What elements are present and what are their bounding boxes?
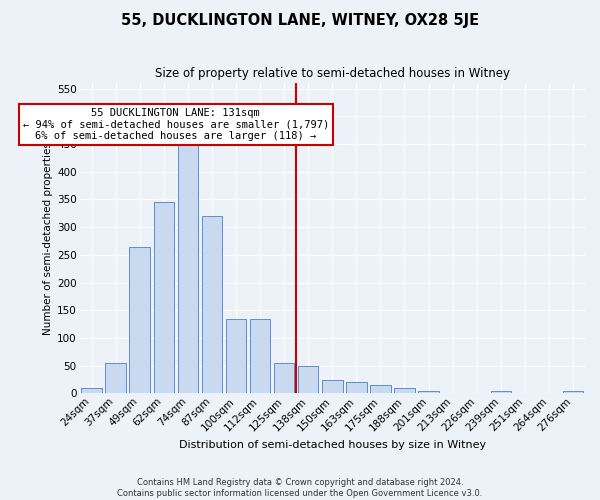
X-axis label: Distribution of semi-detached houses by size in Witney: Distribution of semi-detached houses by … bbox=[179, 440, 486, 450]
Bar bbox=[298, 366, 319, 394]
Y-axis label: Number of semi-detached properties: Number of semi-detached properties bbox=[43, 142, 53, 334]
Text: Contains HM Land Registry data © Crown copyright and database right 2024.
Contai: Contains HM Land Registry data © Crown c… bbox=[118, 478, 482, 498]
Title: Size of property relative to semi-detached houses in Witney: Size of property relative to semi-detach… bbox=[155, 68, 510, 80]
Bar bbox=[274, 363, 295, 394]
Bar bbox=[178, 138, 198, 394]
Bar bbox=[563, 390, 583, 394]
Bar bbox=[346, 382, 367, 394]
Bar bbox=[418, 390, 439, 394]
Bar bbox=[226, 318, 246, 394]
Bar bbox=[394, 388, 415, 394]
Text: 55, DUCKLINGTON LANE, WITNEY, OX28 5JE: 55, DUCKLINGTON LANE, WITNEY, OX28 5JE bbox=[121, 12, 479, 28]
Bar bbox=[154, 202, 174, 394]
Text: 55 DUCKLINGTON LANE: 131sqm
← 94% of semi-detached houses are smaller (1,797)
6%: 55 DUCKLINGTON LANE: 131sqm ← 94% of sem… bbox=[23, 108, 329, 141]
Bar bbox=[370, 385, 391, 394]
Bar bbox=[322, 380, 343, 394]
Bar bbox=[106, 363, 126, 394]
Bar bbox=[82, 388, 102, 394]
Bar bbox=[130, 246, 150, 394]
Bar bbox=[202, 216, 222, 394]
Bar bbox=[491, 390, 511, 394]
Bar bbox=[250, 318, 270, 394]
